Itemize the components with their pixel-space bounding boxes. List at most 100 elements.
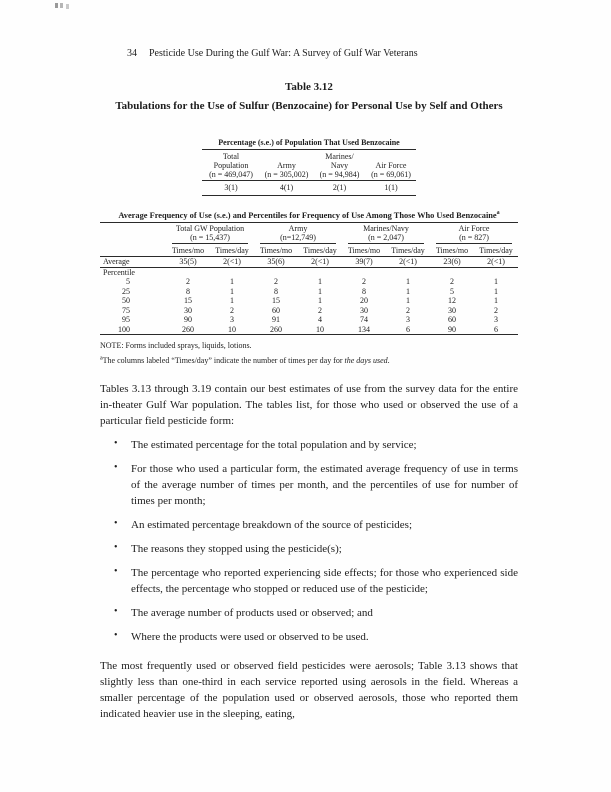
percentage-table-title: Percentage (s.e.) of Population That Use…	[202, 138, 416, 150]
table-cell: 3	[406, 315, 410, 324]
table-cell	[210, 267, 254, 277]
row-label: 25	[122, 286, 130, 296]
row-label: 5	[126, 277, 130, 286]
bullet-list: • The estimated percentage for the total …	[100, 437, 518, 645]
bullet-icon: •	[114, 518, 118, 529]
table-cell: 2(<1)	[386, 256, 431, 268]
frequency-table: Average Frequency of Use (s.e.) and Perc…	[100, 210, 519, 366]
table-cell: 2	[362, 277, 366, 286]
bullet-text: The average number of products used or o…	[131, 607, 373, 619]
table-cell: 1	[494, 296, 499, 305]
table-cell: 1	[494, 277, 499, 286]
row-label: Percentile	[103, 267, 135, 277]
col-header-army: Army (n = 305,002)	[260, 150, 313, 181]
col-header-marines-navy: Marines/ Navy (n = 94,984)	[313, 150, 366, 181]
list-item: • Where the products were used or observe…	[100, 629, 518, 645]
table-cell: 1	[406, 286, 410, 296]
table-cell: 2	[450, 277, 455, 286]
subcol-header: Times/day	[474, 245, 519, 257]
table-row: 5 2 1 2 1 2 1 2 1	[100, 277, 518, 287]
table-cell: 1	[318, 286, 322, 296]
table-cell: 90	[448, 324, 457, 334]
table-row: 25 8 1 8 1 8 1 5 1	[100, 287, 518, 297]
bullet-text: The estimated percentage for the total p…	[131, 439, 417, 451]
scan-artifact-icon	[55, 3, 58, 8]
bullet-text: The reasons they stopped using the pesti…	[131, 543, 342, 555]
bullet-icon: •	[114, 438, 118, 449]
table-row: 50 15 1 15 1 20 1 12 1	[100, 296, 518, 306]
table-cell: 74	[360, 315, 368, 324]
table-cell: 1	[406, 296, 410, 305]
table-cell: 260	[270, 324, 282, 334]
table-cell: 2	[186, 277, 190, 286]
table-cell: 3	[494, 315, 499, 324]
stub-header	[100, 223, 166, 245]
subcol-header: Times/mo	[254, 245, 298, 257]
table-cell: 2	[494, 305, 499, 315]
table-cell: 6	[494, 324, 499, 334]
table-cell	[386, 267, 430, 277]
table-note: NOTE: Forms included sprays, liquids, lo…	[100, 341, 252, 350]
list-item: • The average number of products used or …	[100, 605, 518, 621]
table-cell: 30	[184, 305, 192, 315]
row-label: 100	[118, 324, 130, 334]
table-cell: 2	[274, 277, 278, 286]
table-row: Average 35(5) 2(<1) 35(6) 2(<1) 39(7) 2(<1) 23(…	[100, 256, 519, 268]
table-cell: 260	[182, 324, 194, 334]
table-cell: 10	[316, 324, 324, 334]
bullet-icon: •	[114, 542, 118, 553]
table-cell: 10	[228, 324, 236, 334]
table-row: 100 260 10 260 10 134 6 90 6	[100, 325, 518, 335]
group-header-air-force: Air Force (n = 827)	[430, 223, 518, 245]
table-cell: 2	[230, 305, 234, 315]
row-label: 50	[122, 296, 130, 305]
col-header-air-force: Air Force (n = 69,061)	[366, 150, 416, 181]
table-cell: 2(<1)	[210, 256, 254, 268]
table-cell: 1	[230, 286, 234, 296]
bullet-icon: •	[114, 606, 118, 617]
page-number: 34	[127, 48, 137, 59]
table-row: 95 90 3 91 4 74 3 60 3	[100, 315, 518, 325]
table-header-row: Total Population (n = 469,047) Army (n =…	[202, 150, 416, 181]
table-cell: 1	[230, 277, 234, 286]
table-cell: 1	[406, 277, 410, 286]
table-cell: 2(1)	[332, 183, 347, 192]
table-cell	[298, 267, 342, 277]
bullet-icon: •	[114, 566, 118, 577]
bullet-text: The percentage who reported experiencing…	[131, 567, 518, 595]
row-label: Average	[100, 256, 166, 268]
table-cell: 60	[272, 305, 280, 315]
table-cell: 3	[230, 315, 234, 324]
table-cell: 39(7)	[342, 256, 386, 268]
frequency-table-title: Average Frequency of Use (s.e.) and Perc…	[100, 210, 518, 223]
running-head: 34 Pesticide Use During the Gulf War: A S…	[127, 48, 518, 60]
bullet-text: An estimated percentage breakdown of the…	[131, 519, 413, 531]
table-cell: 1(1)	[384, 183, 398, 192]
list-item: • The reasons they stopped using the pest…	[100, 541, 518, 557]
list-item: • The percentage who reported experiencin…	[100, 565, 518, 597]
table-cell: 2(<1)	[298, 256, 342, 268]
table-cell: 23(6)	[430, 256, 475, 268]
subcol-header: Times/mo	[430, 245, 475, 257]
row-label: 95	[122, 315, 130, 324]
table-cell	[254, 267, 298, 277]
table-cell: 2(<1)	[474, 256, 519, 268]
table-cell	[166, 267, 210, 277]
table-footnote: aThe columns labeled “Times/day” indicat…	[100, 355, 390, 365]
table-cell: 2	[318, 305, 322, 315]
table-cell: 35(6)	[254, 256, 298, 268]
table-cell	[430, 267, 474, 277]
table-cell: 8	[362, 286, 366, 296]
table-cell: 30	[360, 305, 368, 315]
stub-header	[100, 245, 166, 257]
bullet-text: Where the products were used or observed…	[131, 631, 369, 643]
table-cell: 3(1)	[224, 183, 238, 192]
table-cell: 91	[272, 315, 280, 324]
list-item: • For those who used a particular form, t…	[100, 461, 518, 509]
table-cell: 90	[184, 315, 192, 324]
subcol-header: Times/day	[210, 245, 254, 257]
list-item: • An estimated percentage breakdown of th…	[100, 517, 518, 533]
group-header-marines-navy: Marines/Navy (n = 2,047)	[342, 223, 430, 245]
table-cell: 4	[318, 315, 322, 324]
